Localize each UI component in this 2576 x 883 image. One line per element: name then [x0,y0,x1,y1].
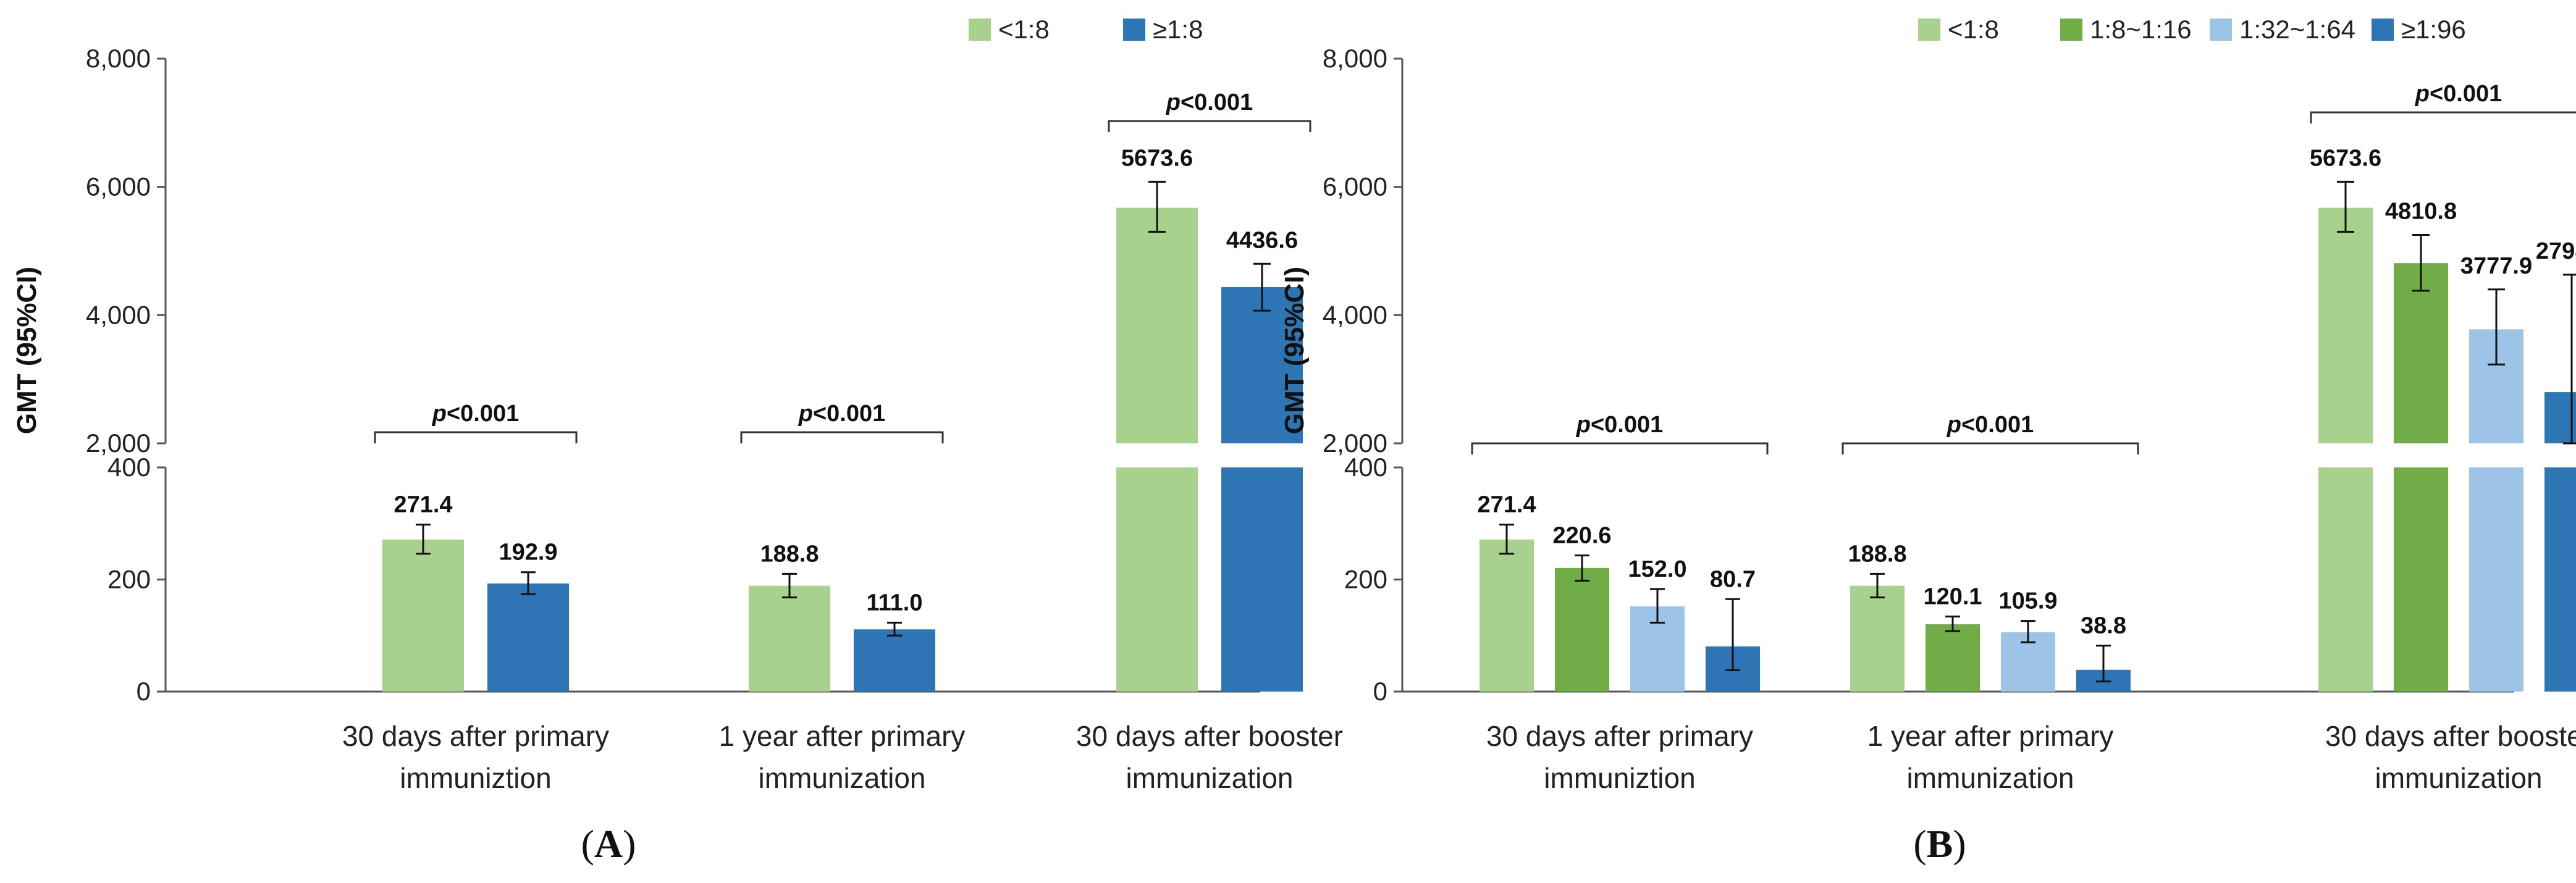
legend-swatch [1918,19,1940,41]
data-label: 188.8 [1848,541,1906,567]
legend-label: ≥1:96 [2401,15,2466,44]
legend-swatch [2060,19,2082,41]
data-label: 80.7 [1710,566,1756,592]
legend-label: 1:8~1:16 [2090,15,2192,44]
data-label: 111.0 [867,590,923,616]
data-label: 4810.8 [2385,199,2457,225]
data-label: 271.4 [1477,492,1536,518]
legend-swatch [2372,19,2394,41]
bar [1926,624,1980,692]
bar [382,540,464,692]
bar-lower-segment [2469,467,2523,692]
legend-swatch [2210,19,2232,41]
bar [1116,208,1198,443]
legend-label: ≥1:8 [1153,15,1203,44]
data-label: 4436.6 [1226,227,1298,253]
bar-lower-segment [1221,467,1303,692]
x-tick-label: 1 year after primary [1867,720,2114,752]
figure: 2,000 4,000 6,000 8,000 0 200 400 GMT (95%CI) 27… [0,0,2576,880]
p-value-label: p<0.001 [798,401,886,427]
x-tick-label: immuniztion [400,762,551,794]
data-label: 5673.6 [2310,145,2381,171]
y-tick-label: 0 [137,677,151,706]
bar [2318,208,2373,443]
bar [1555,568,1609,692]
panel-label: (B) [1913,822,1966,866]
x-tick-label: immunization [2375,762,2543,794]
legend-label: <1:8 [1948,15,1999,44]
y-tick-label: 8,000 [86,44,151,73]
data-label: 188.8 [760,541,819,567]
y-tick-label: 200 [1344,565,1387,594]
bar-lower-segment [1116,467,1198,692]
x-tick-label: 1 year after primary [719,720,966,752]
data-label: 152.0 [1628,556,1686,582]
x-tick-label: immunization [759,762,926,794]
data-label: 3777.9 [2460,253,2532,279]
x-tick-label: immunization [1907,762,2074,794]
bar-lower-segment [2394,467,2448,692]
bar [487,584,569,692]
bar [1480,540,1534,692]
y-axis-title: GMT (95%CI) [1279,267,1310,434]
p-value-bracket [375,432,576,443]
x-tick-label: immunization [1126,762,1294,794]
y-tick-label: 8,000 [1323,44,1387,73]
legend-swatch [1123,19,1145,41]
data-label: 105.9 [1998,588,2057,614]
y-tick-label: 0 [1373,677,1387,706]
legend-swatch [969,19,991,41]
p-value-bracket [1843,443,2138,454]
data-label: 38.8 [2081,613,2126,639]
x-tick-label: 30 days after booster [1076,720,1343,752]
x-tick-label: 30 days after primary [342,720,609,752]
y-axis-title: GMT (95%CI) [12,267,42,434]
legend-label: <1:8 [998,15,1050,44]
bar [854,629,935,692]
y-tick-label: 400 [107,453,151,482]
y-tick-label: 6,000 [1323,172,1387,201]
p-value-bracket [2311,112,2576,123]
bar [1850,586,1905,692]
y-tick-label: 4,000 [1323,300,1387,329]
data-label: 5673.6 [1121,145,1193,171]
p-value-label: p<0.001 [2415,81,2502,107]
p-value-bracket [1109,121,1310,132]
data-label: 192.9 [499,540,557,566]
x-tick-label: 30 days after booster [2325,720,2576,752]
data-label: 120.1 [1923,584,1982,609]
legend-label: 1:32~1:64 [2239,15,2355,44]
bar [749,586,830,692]
bar-lower-segment [2318,467,2373,692]
y-tick-label: 400 [1344,453,1387,482]
p-value-bracket [741,432,943,443]
chart-canvas: 2,0004,0006,0008,0000200400GMT (95%CI)27… [0,0,2576,880]
p-value-bracket [1472,443,1767,454]
data-label: 271.4 [394,492,452,518]
p-value-label: p<0.001 [1576,412,1664,438]
data-label: 2798.4 [2536,238,2576,264]
y-tick-label: 6,000 [86,172,151,201]
p-value-label: p<0.001 [1947,412,2034,438]
y-tick-label: 200 [107,565,151,594]
p-value-label: p<0.001 [1166,90,1253,115]
x-tick-label: immuniztion [1544,762,1695,794]
p-value-label: p<0.001 [432,401,520,427]
data-label: 220.6 [1552,522,1611,548]
y-tick-label: 4,000 [86,300,151,329]
x-tick-label: 30 days after primary [1486,720,1753,752]
panel-label: (A) [581,822,636,866]
bar-lower-segment [2544,467,2576,692]
